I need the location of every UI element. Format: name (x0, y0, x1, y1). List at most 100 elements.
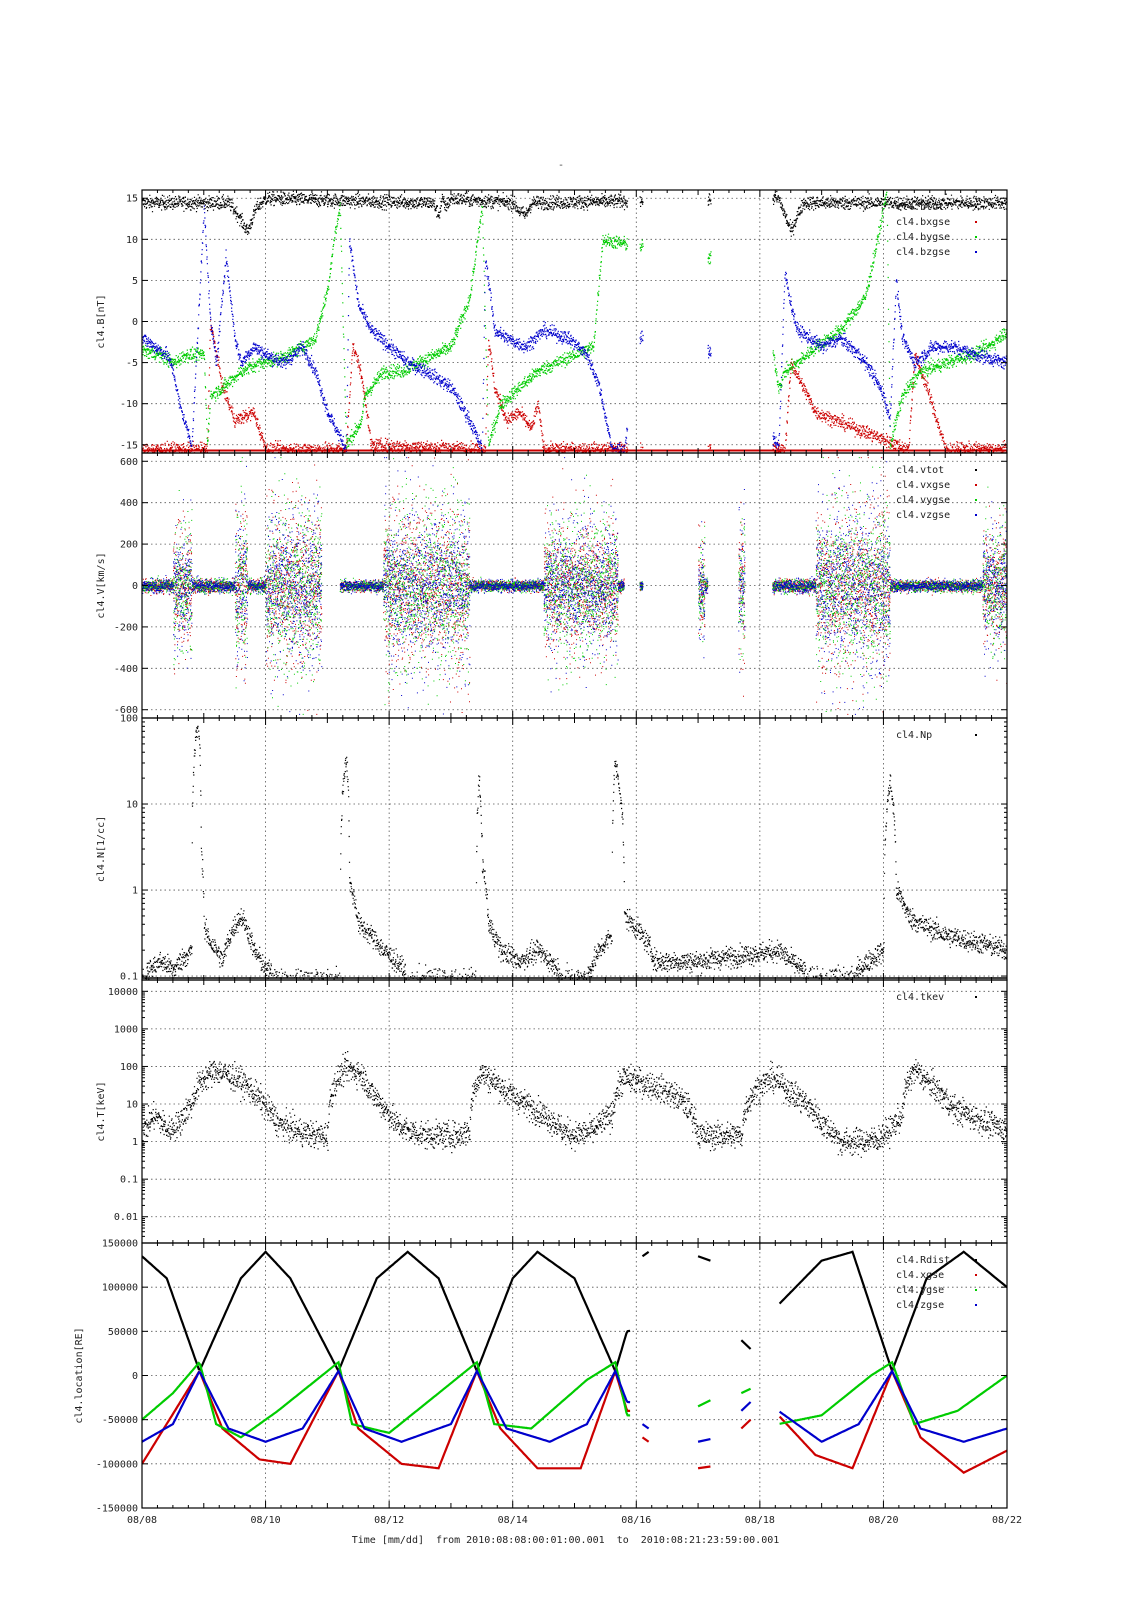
legend-entry: cl4.vtot (896, 465, 944, 476)
legend-entry: cl4.xgse (896, 1270, 944, 1281)
y-tick-label: -10 (120, 399, 138, 410)
y-tick-label: -15 (120, 440, 138, 451)
y-tick-label: -400 (114, 664, 138, 675)
x-axis-to-label: to (616, 1535, 629, 1546)
series-black-segment (740, 1339, 752, 1350)
series-black-line (142, 1250, 631, 1375)
series-green-segment (697, 1399, 711, 1408)
series-green-line (779, 1360, 1007, 1426)
legend-marker (975, 469, 977, 471)
x-axis-title-prefix: Time [mm/dd] (351, 1535, 424, 1546)
series-red-segment (740, 1418, 752, 1430)
series-red-line (778, 1368, 1007, 1475)
top-mark: - (558, 160, 565, 171)
x-tick-label: 08/12 (374, 1515, 404, 1526)
x-axis-to: 2010:08:21:23:59:00.001 (640, 1535, 780, 1546)
x-tick-label: 08/14 (498, 1515, 528, 1526)
y-tick-label: -100000 (96, 1459, 138, 1470)
y-tick-label: 100 (120, 1062, 138, 1073)
panel-2: 600 400 200 0 -200 -400 -600 cl4.V[km/s] cl4.vto… (96, 452, 1008, 719)
panel-frame (141, 979, 1008, 1244)
y-tick-label: 1000 (114, 1024, 138, 1035)
legend-entry: cl4.vzgse (896, 510, 950, 521)
x-axis-from: 2010:08:08:00:01:00.001 (466, 1535, 605, 1546)
plot-area (142, 980, 1007, 1243)
legend-entry: cl4.vxgse (896, 480, 950, 491)
legend-entry: cl4.ygse (896, 1285, 944, 1296)
legend-marker (975, 1274, 977, 1276)
series-green-line (142, 1360, 631, 1439)
y-axis-label: cl4.N[1/cc] (96, 816, 107, 882)
series-green-segment (740, 1387, 752, 1395)
legend-marker (975, 734, 977, 736)
series-blue-segment (641, 1423, 650, 1430)
legend-marker (975, 996, 977, 998)
plot-area (142, 718, 1007, 980)
y-tick-label: 0 (132, 1371, 138, 1382)
legend-marker (975, 499, 977, 501)
y-tick-label: 5 (132, 276, 138, 287)
series-blue-line (778, 1368, 1007, 1443)
y-tick-label: 1 (132, 886, 138, 897)
legend-marker (975, 1259, 977, 1261)
y-tick-label: 10 (126, 800, 138, 811)
series-green-points (142, 191, 1007, 449)
legend-entry: cl4.Np (896, 730, 932, 741)
x-axis-from-label: from (436, 1535, 461, 1546)
panel-frame (141, 717, 1008, 981)
legend-marker (975, 236, 977, 238)
y-tick-label: 0.1 (120, 972, 138, 983)
plot-area (142, 453, 1007, 718)
panel-4: 10000 1000 100 10 1 0.1 0.01 cl4.T[keV] cl4.tkev (96, 979, 1008, 1244)
legend-entry: cl4.vygse (896, 495, 950, 506)
x-tick-label: 08/18 (745, 1515, 775, 1526)
panel-1: 15 10 5 0 -5 -10 -15 cl4.B[nT] cl4.btot cl4.bxgse… (96, 189, 1008, 454)
series-blue-points (142, 205, 1007, 453)
y-tick-label: 1 (132, 1137, 138, 1148)
plot-area (142, 1243, 1007, 1508)
legend-entry: cl4.bygse (896, 232, 950, 243)
series-red-line (142, 1367, 631, 1470)
y-tick-label: 100000 (102, 1283, 138, 1294)
y-tick-label: 10 (126, 1100, 138, 1111)
series-blue-line (142, 1368, 631, 1443)
y-tick-label: 10000 (108, 987, 138, 998)
series-blue-points (142, 457, 1007, 715)
y-tick-label: 0 (132, 317, 138, 328)
y-tick-label: 0 (132, 581, 138, 592)
x-tick-label: 08/10 (251, 1515, 281, 1526)
legend-entry: cl4.bzgse (896, 247, 950, 258)
series-blue-segment (740, 1401, 752, 1412)
y-tick-label: 0.1 (120, 1175, 138, 1186)
x-tick-label: 08/22 (992, 1515, 1022, 1526)
legend-entry: cl4.zgse (896, 1300, 944, 1311)
y-tick-label: 15 (126, 194, 138, 205)
y-tick-label: -600 (114, 705, 138, 716)
y-axis-label: cl4.B[nT] (96, 294, 107, 348)
y-tick-label: 50000 (108, 1327, 138, 1338)
y-tick-label: 100 (120, 714, 138, 725)
y-tick-label: -50000 (102, 1415, 138, 1426)
x-tick-label: 08/16 (621, 1515, 651, 1526)
series-blue-segment (697, 1438, 711, 1443)
y-tick-label: -5 (126, 358, 138, 369)
y-tick-label: -150000 (96, 1504, 138, 1515)
y-tick-label: 600 (120, 457, 138, 468)
legend-entry: cl4.btot (896, 202, 944, 213)
legend-marker (975, 484, 977, 486)
series-black-segment (641, 1250, 650, 1258)
panel-3: 100 10 1 0.1 cl4.N[1/cc] cl4.Np (96, 714, 1008, 983)
y-tick-label: 200 (120, 540, 138, 551)
series-black-line (778, 1250, 1007, 1375)
legend-marker (975, 206, 977, 208)
plot-area (142, 190, 1007, 453)
legend-entry: cl4.bxgse (896, 217, 950, 228)
series-black-points (142, 725, 1007, 980)
x-tick-label: 08/20 (868, 1515, 898, 1526)
panel-5: 150000 100000 50000 0 -50000 -100000 -150000 cl… (74, 1239, 1008, 1515)
series-red-segment (641, 1436, 650, 1443)
y-tick-label: 0.01 (114, 1212, 138, 1223)
series-red-segment (697, 1465, 711, 1470)
